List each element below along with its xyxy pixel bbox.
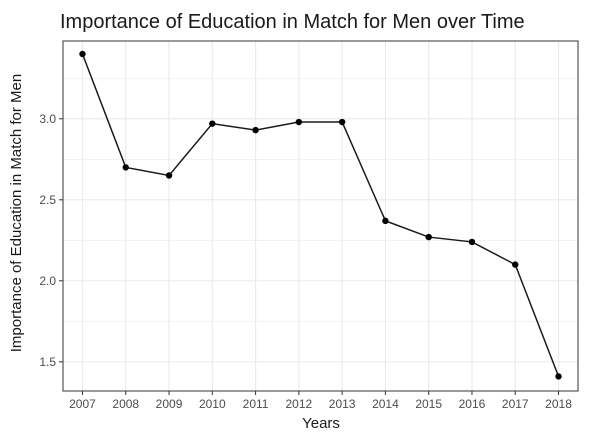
x-tick-label: 2011 — [243, 397, 269, 411]
data-point — [382, 217, 389, 225]
x-tick-label: 2008 — [112, 397, 139, 411]
series-line — [81, 53, 560, 377]
data-point — [425, 233, 432, 241]
data-point — [468, 238, 476, 246]
x-tick-label: 2007 — [69, 397, 96, 411]
chart-title: Importance of Education in Match for Men… — [60, 11, 525, 33]
data-point — [512, 261, 519, 268]
x-tick-label: 2015 — [415, 397, 442, 411]
y-tick-label: 3.0 — [39, 112, 56, 126]
x-tick-label: 2014 — [372, 397, 399, 411]
data-point — [252, 126, 259, 134]
y-tick-label: 1.5 — [39, 355, 56, 369]
x-tick-label: 2017 — [502, 397, 529, 411]
x-tick-label: 2009 — [156, 397, 183, 411]
x-tick-label: 2012 — [286, 397, 313, 411]
data-point — [122, 164, 129, 171]
data-point — [79, 50, 86, 58]
plot-panel: 1.5 2.0 2.5 3.0 2007 2008 2009 2010 2011 2012 2013… — [39, 40, 579, 411]
data-point — [555, 373, 562, 380]
y-tick-label: 2.0 — [39, 274, 56, 288]
y-tick-label: 2.5 — [39, 193, 56, 207]
x-tick-label: 2018 — [545, 397, 572, 411]
data-point — [338, 118, 346, 126]
x-tick-label: 2016 — [459, 397, 486, 411]
x-tick-label: 2010 — [199, 397, 226, 411]
data-point — [165, 172, 173, 179]
data-point — [295, 118, 303, 126]
data-point — [209, 120, 216, 127]
panel-border — [62, 40, 579, 392]
x-axis-title: Years — [302, 415, 340, 432]
x-tick-label: 2013 — [329, 397, 356, 411]
y-axis-title: Importance of Education in Match for Men — [8, 74, 25, 352]
